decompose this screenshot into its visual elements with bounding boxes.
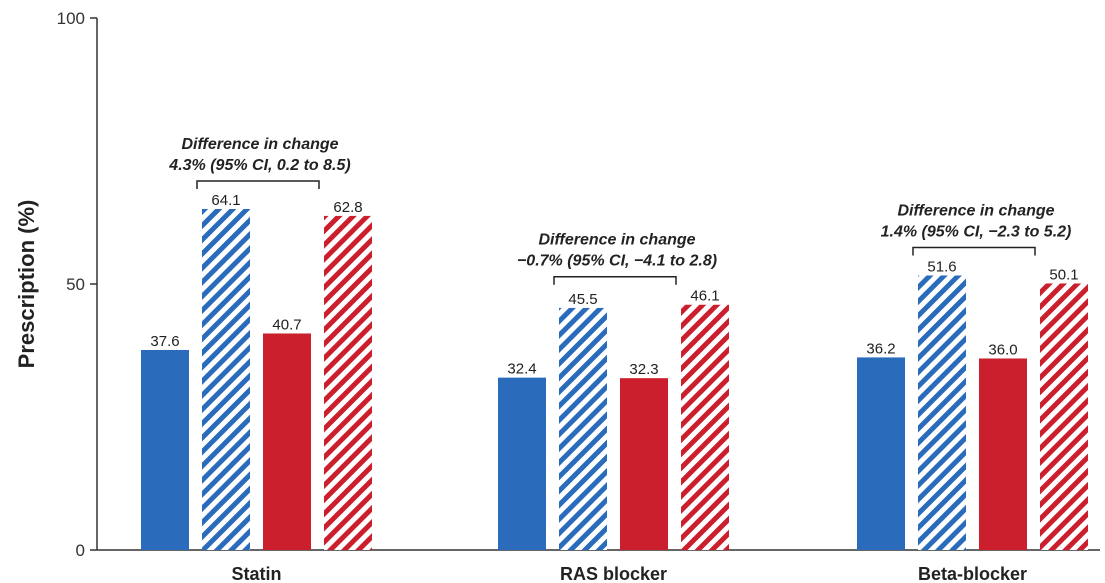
bar-value-label: 36.0: [988, 341, 1017, 358]
bar: [1040, 283, 1088, 550]
category-labels: Statin RAS blocker Beta-blocker: [231, 564, 1027, 583]
y-tick-label: 50: [66, 275, 85, 294]
bar-value-label: 46.1: [690, 288, 719, 305]
y-tick-label: 100: [57, 9, 85, 28]
annotation-line1: Difference in change: [181, 136, 338, 153]
bar-value-label: 36.2: [866, 340, 895, 357]
x-category-label: Statin: [231, 564, 281, 583]
y-tick-label: 0: [76, 541, 85, 560]
bar-value-label: 45.5: [568, 291, 597, 308]
bar: [681, 304, 729, 550]
difference-bracket: [912, 246, 1036, 256]
bar-value-label: 62.8: [333, 199, 362, 216]
y-ticks: 0 50 100: [57, 9, 97, 560]
annotation-line2: 1.4% (95% CI, −2.3 to 5.2): [881, 223, 1072, 240]
bar: [324, 215, 372, 551]
annotation-line2: −0.7% (95% CI, −4.1 to 2.8): [517, 253, 717, 270]
annotation-line2: 4.3% (95% CI, 0.2 to 8.5): [168, 157, 350, 174]
annotations: Difference in change 4.3% (95% CI, 0.2 to…: [168, 136, 1071, 285]
bar: [498, 377, 546, 550]
bar: [263, 333, 311, 550]
bar-value-label: 51.6: [927, 258, 956, 275]
bar-value-label: 37.6: [150, 333, 179, 350]
bar: [620, 378, 668, 550]
bar: [141, 349, 189, 550]
bar: [857, 357, 905, 550]
difference-bracket: [553, 275, 677, 285]
difference-bracket: [196, 180, 320, 189]
bar-value-label: 64.1: [211, 192, 240, 209]
x-category-label: Beta-blocker: [918, 564, 1027, 583]
bar-value-label: 32.3: [629, 361, 658, 378]
annotation-line1: Difference in change: [897, 202, 1054, 219]
value-labels: 37.6 32.4 36.2 64.1 45.5 51.6 40.7 32.3 36.0 62.8…: [150, 192, 1078, 378]
bar: [918, 275, 966, 550]
bar-value-label: 32.4: [507, 361, 536, 378]
bar: [202, 208, 250, 550]
bar-value-label: 50.1: [1049, 266, 1078, 283]
y-axis-label: Prescription (%): [14, 200, 39, 369]
bar: [559, 307, 607, 550]
x-category-label: RAS blocker: [560, 564, 667, 583]
bar-value-label: 40.7: [272, 316, 301, 333]
annotation-line1: Difference in change: [538, 232, 695, 249]
bar: [979, 358, 1027, 550]
bars: [141, 208, 1088, 551]
